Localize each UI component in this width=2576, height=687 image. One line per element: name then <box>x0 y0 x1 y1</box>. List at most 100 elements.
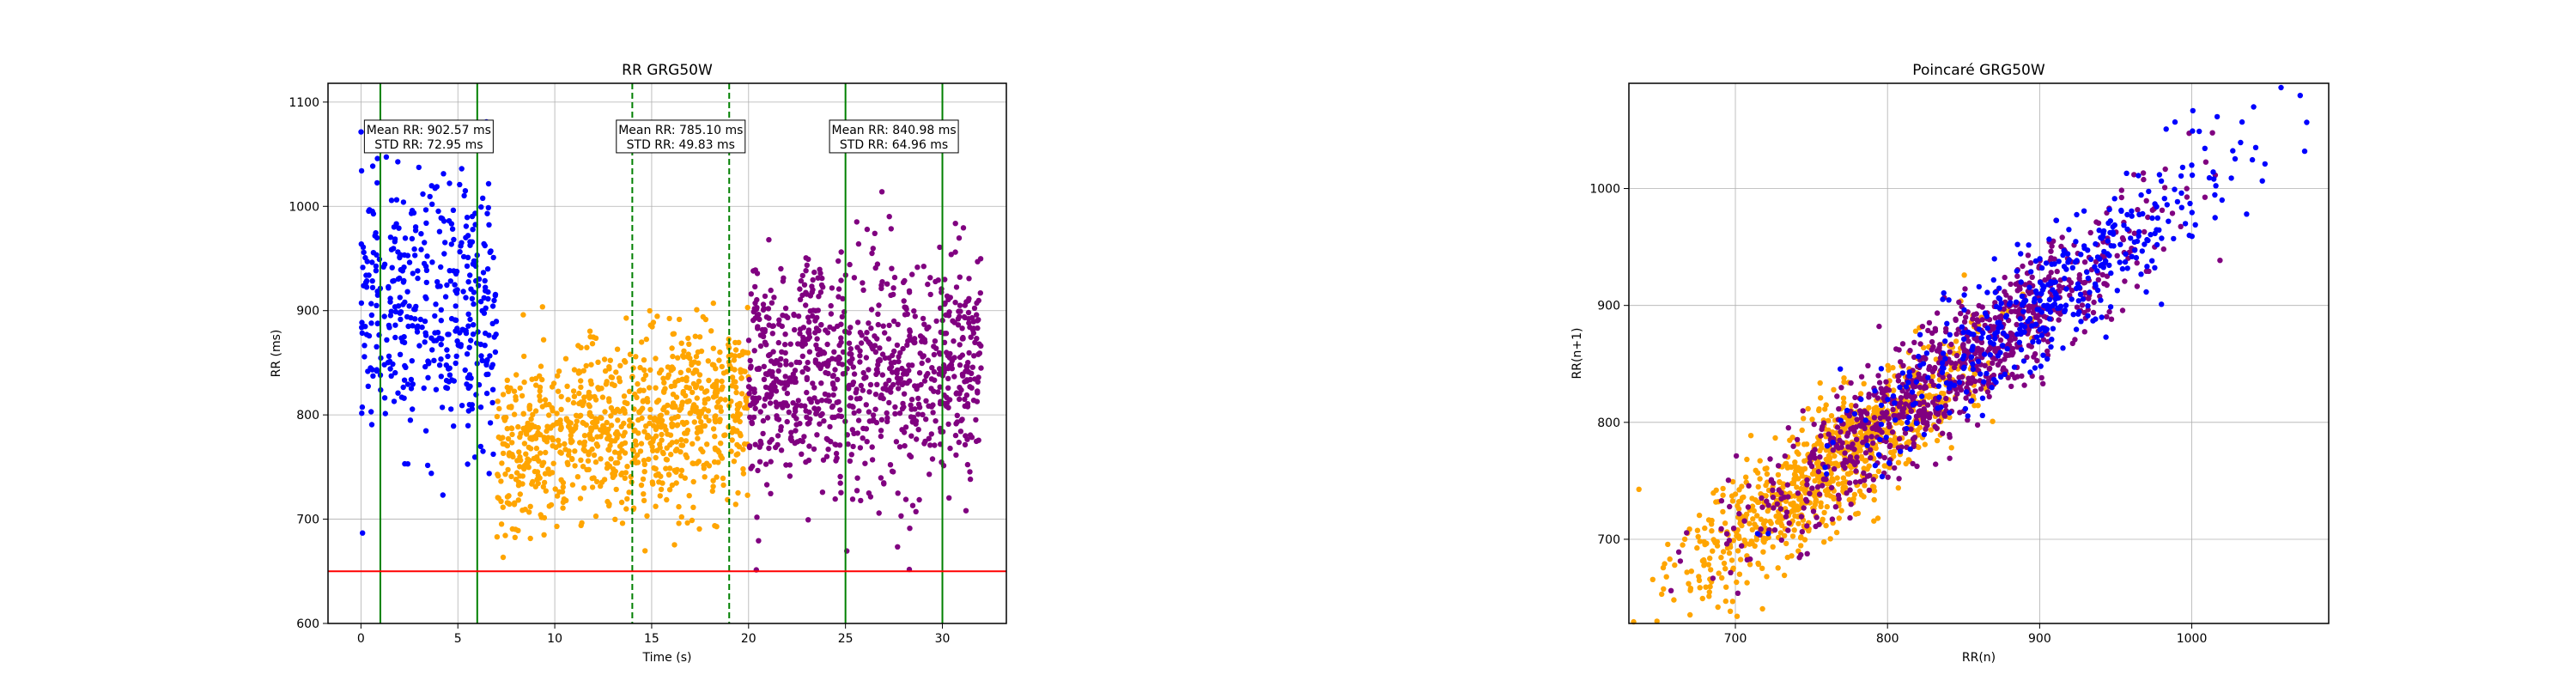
data-point <box>835 286 842 292</box>
data-point <box>2037 256 2043 262</box>
data-point <box>1906 415 1912 421</box>
data-point <box>766 315 772 321</box>
data-point <box>2029 274 2035 280</box>
data-point <box>2021 324 2028 330</box>
data-point <box>2002 371 2008 377</box>
data-point <box>2087 289 2093 295</box>
data-point <box>663 456 670 463</box>
data-point <box>876 510 882 516</box>
data-point <box>2081 208 2087 214</box>
data-point <box>975 379 981 385</box>
data-point <box>776 317 782 323</box>
data-point <box>452 282 458 288</box>
data-point <box>2124 265 2130 271</box>
data-point <box>583 362 589 369</box>
y-tick-label: 1000 <box>289 200 319 214</box>
data-point <box>729 437 735 443</box>
data-point <box>369 284 376 291</box>
data-point <box>489 303 496 309</box>
data-point <box>535 429 541 436</box>
y-tick-label: 700 <box>296 514 319 527</box>
data-point <box>2172 186 2178 192</box>
data-point <box>942 277 948 283</box>
data-point <box>1911 384 1917 390</box>
data-point <box>462 188 469 194</box>
data-point <box>765 306 772 312</box>
data-point <box>1812 477 1818 484</box>
data-point <box>2090 318 2096 324</box>
data-point <box>1773 514 1779 520</box>
data-point <box>1866 394 1872 400</box>
data-point <box>1914 463 1920 470</box>
data-point <box>1978 371 1984 377</box>
data-point <box>773 444 779 451</box>
data-point <box>498 521 505 527</box>
x-tick-label: 800 <box>1876 632 1899 646</box>
data-point <box>1861 494 1867 500</box>
data-point <box>887 462 894 468</box>
data-point <box>1847 480 1853 486</box>
data-point <box>782 400 789 406</box>
data-point <box>595 359 601 365</box>
data-point <box>975 325 981 331</box>
data-point <box>787 436 794 442</box>
data-point <box>1972 388 1978 394</box>
data-point <box>766 385 773 391</box>
data-point <box>935 277 941 283</box>
data-point <box>1930 382 1937 388</box>
data-point <box>866 389 872 395</box>
data-point <box>2070 312 2076 318</box>
data-point <box>584 344 590 350</box>
data-point <box>692 333 698 339</box>
data-point <box>866 320 872 326</box>
data-point <box>686 341 692 347</box>
data-point <box>537 393 543 399</box>
data-point <box>1929 374 1935 380</box>
data-point <box>539 462 545 468</box>
data-point <box>1841 399 1847 406</box>
data-point <box>1961 272 1967 278</box>
data-point <box>1811 467 1818 473</box>
data-point <box>410 323 416 329</box>
data-point <box>387 299 393 305</box>
data-point <box>1929 338 1935 345</box>
data-point <box>464 215 471 221</box>
data-point <box>593 423 599 430</box>
data-point <box>1804 550 1810 556</box>
data-point <box>1926 415 1933 421</box>
data-point <box>1895 485 1901 491</box>
data-point <box>1781 572 1788 579</box>
data-point <box>869 444 875 450</box>
data-point <box>502 471 508 477</box>
data-point <box>2094 268 2100 274</box>
data-point <box>436 335 442 341</box>
data-point <box>678 467 685 473</box>
x-tick-label: 1000 <box>2177 632 2208 646</box>
data-point <box>405 323 411 330</box>
data-point <box>374 344 380 350</box>
data-point <box>1978 386 1984 392</box>
data-point <box>1958 310 1964 317</box>
data-point <box>2002 289 2008 295</box>
data-point <box>915 401 922 407</box>
data-point <box>1914 428 1921 434</box>
data-point <box>447 180 453 186</box>
data-point <box>1896 435 1903 442</box>
data-point <box>443 377 450 384</box>
data-point <box>830 392 836 398</box>
data-point <box>967 384 973 390</box>
data-point <box>945 385 951 391</box>
data-point <box>2107 229 2113 236</box>
data-point <box>929 365 935 371</box>
data-point <box>864 330 870 336</box>
data-point <box>665 431 671 437</box>
data-point <box>1965 329 1971 335</box>
data-point <box>863 374 869 380</box>
data-point <box>1804 523 1810 529</box>
data-point <box>2192 222 2198 228</box>
data-point <box>858 340 865 346</box>
data-point <box>2080 296 2087 302</box>
data-point <box>1911 339 1917 345</box>
data-point <box>1747 541 1753 547</box>
data-point <box>1929 347 1935 353</box>
